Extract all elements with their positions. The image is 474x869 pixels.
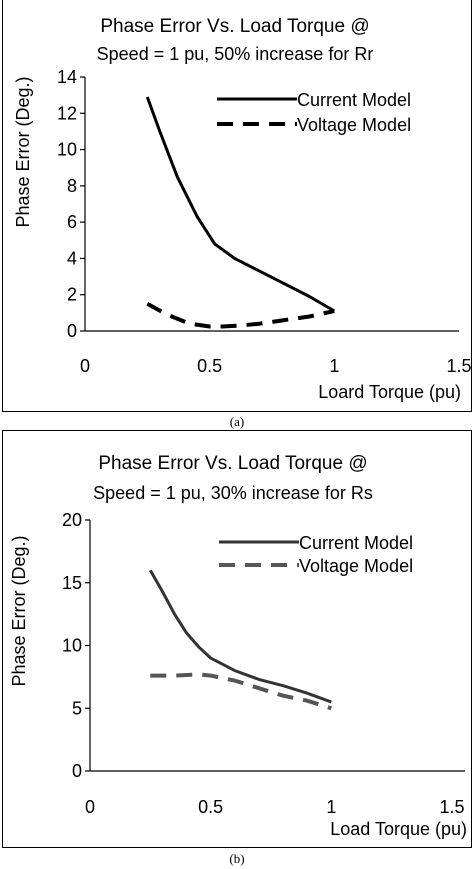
chart-a-legend-current: Current Model	[297, 90, 411, 110]
chart-b-caption: (b)	[229, 851, 245, 866]
chart-a-series-voltage-model	[146, 302, 335, 329]
chart-a-y-tick-label: 4	[67, 248, 77, 268]
chart-a-svg: Phase Error Vs. Load Torque @ Speed = 1 …	[13, 16, 471, 402]
chart-a-title-line2: Speed = 1 pu, 50% increase for Rr	[97, 44, 374, 64]
chart-a-x-tick-label: 0	[80, 356, 90, 376]
chart-b-title-line1: Phase Error Vs. Load Torque @	[98, 453, 367, 474]
chart-a-y-tick-label: 2	[67, 285, 77, 305]
chart-b-legend-voltage: Voltage Model	[299, 556, 413, 576]
chart-a-y-tick-label: 0	[67, 321, 77, 341]
chart-a-series-current-model	[145, 96, 336, 313]
chart-panel-a: Phase Error Vs. Load Torque @ Speed = 1 …	[2, 0, 472, 412]
chart-a-x-axis-label: Loard Torque (pu)	[318, 382, 461, 402]
chart-b-title-line2: Speed = 1 pu, 30% increase for Rs	[93, 483, 373, 503]
chart-a-caption: (a)	[229, 414, 245, 429]
chart-a-y-tick-label: 14	[57, 67, 77, 87]
chart-b-series-current-model	[148, 569, 332, 704]
chart-b-y-tick-label: 10	[62, 636, 82, 656]
chart-a-y-tick-label: 12	[57, 103, 77, 123]
chart-b-x-tick-label: 0	[85, 797, 95, 817]
chart-a-y-tick-label: 10	[57, 140, 77, 160]
chart-a-y-tick-label: 6	[67, 212, 77, 232]
chart-b-y-tick-label: 0	[72, 761, 82, 781]
chart-a-title-line1: Phase Error Vs. Load Torque @	[100, 16, 369, 37]
chart-b-x-tick-label: 1	[326, 797, 336, 817]
chart-b-x-tick-label: 0.5	[198, 797, 223, 817]
chart-a-x-tick-label: 1	[329, 356, 339, 376]
chart-a-legend-voltage: Voltage Model	[297, 115, 411, 135]
chart-a-y-axis-label: Phase Error (Deg.)	[13, 76, 33, 227]
chart-b-legend-current: Current Model	[299, 533, 413, 553]
chart-b-y-tick-label: 5	[72, 698, 82, 718]
chart-b-y-tick-label: 20	[62, 510, 82, 530]
chart-a-y-tick-label: 8	[67, 176, 77, 196]
chart-b-x-tick-label: 1.5	[439, 797, 464, 817]
chart-b-y-tick-label: 15	[62, 573, 82, 593]
chart-a-x-tick-label: 0.5	[197, 356, 222, 376]
chart-b-y-axis-label: Phase Error (Deg.)	[9, 535, 29, 686]
chart-a-x-tick-label: 1.5	[446, 356, 471, 376]
chart-b-series-voltage-model	[150, 672, 332, 711]
chart-panel-b: Phase Error Vs. Load Torque @ Speed = 1 …	[2, 430, 472, 848]
chart-b-x-axis-label: Load Torque (pu)	[330, 819, 467, 839]
chart-b-svg: Phase Error Vs. Load Torque @ Speed = 1 …	[9, 453, 467, 839]
